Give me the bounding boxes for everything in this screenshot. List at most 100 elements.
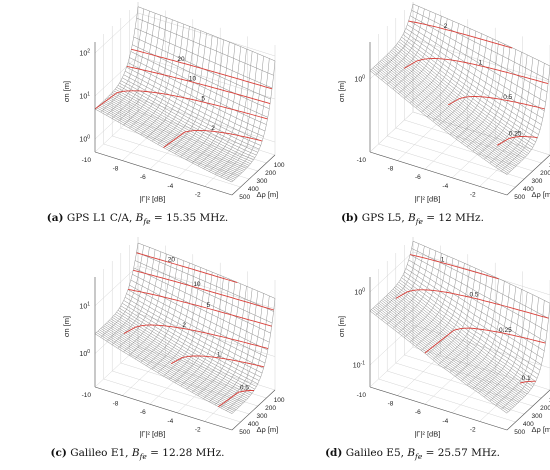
contour-line bbox=[218, 390, 254, 408]
mesh-line bbox=[129, 256, 173, 356]
caption-label: (a) bbox=[46, 212, 64, 224]
z-tick-label: 101 bbox=[79, 301, 90, 310]
caption-subscript: fe bbox=[143, 217, 151, 227]
y-tick-label: 500 bbox=[239, 194, 250, 201]
floor-gridline bbox=[94, 111, 139, 153]
contour-label: 5 bbox=[207, 302, 211, 309]
contour-line bbox=[410, 254, 499, 280]
contour-label: 5 bbox=[201, 96, 205, 103]
mesh-line bbox=[99, 329, 237, 410]
floor-gridline bbox=[137, 111, 276, 156]
mesh-line bbox=[501, 63, 545, 172]
surface-plot-b: 210.50.25-10-8-6-4-2500400300200100100|Γ… bbox=[337, 2, 550, 204]
z-axis-label: σn [m] bbox=[62, 316, 71, 337]
mesh-line bbox=[444, 36, 488, 131]
floor-gridline bbox=[395, 362, 533, 407]
y-tick-label: 100 bbox=[274, 397, 285, 404]
z-tick-base: 10 bbox=[79, 94, 87, 101]
mesh-line bbox=[100, 245, 144, 338]
mesh-line bbox=[421, 25, 465, 113]
mesh-line bbox=[214, 290, 259, 405]
contour-lines: 20 10 5 2 1 0.5 bbox=[123, 252, 274, 408]
mesh-line bbox=[409, 21, 454, 104]
floor-gridline bbox=[452, 372, 496, 413]
caption-subscript: fe bbox=[139, 452, 147, 462]
floor-gridline bbox=[387, 135, 525, 180]
mesh-line bbox=[163, 32, 207, 148]
caption-value: = 25.57 MHz. bbox=[422, 447, 500, 459]
mesh-line bbox=[163, 269, 207, 377]
caption-symbol: B bbox=[407, 447, 416, 459]
mesh-line bbox=[191, 44, 236, 163]
mesh-line bbox=[375, 243, 419, 316]
mesh-line bbox=[392, 250, 437, 329]
z-tick-label: 10-1 bbox=[353, 361, 365, 370]
mesh-line bbox=[461, 281, 505, 382]
contour-label: 1 bbox=[217, 351, 221, 358]
mesh-line bbox=[381, 245, 425, 320]
z-tick-exponent: 0 bbox=[362, 74, 365, 80]
floor-gridline bbox=[129, 119, 267, 164]
caption-subscript: fe bbox=[415, 452, 423, 462]
mesh-line bbox=[484, 54, 528, 160]
y-tick-label: 100 bbox=[549, 397, 550, 404]
y-axis-line bbox=[506, 154, 550, 196]
mesh-line bbox=[197, 283, 242, 396]
contour-line bbox=[447, 96, 545, 110]
mesh-line bbox=[174, 37, 219, 154]
y-axis-label: Δρ [m] bbox=[531, 190, 550, 199]
z-tick-base: 10 bbox=[354, 76, 362, 83]
x-tick-label: -2 bbox=[470, 426, 476, 433]
x-axis-line bbox=[369, 151, 508, 196]
floor-gridline bbox=[397, 120, 441, 161]
mesh-line bbox=[117, 15, 162, 122]
mesh-line bbox=[111, 249, 156, 345]
y-tick-label: 400 bbox=[248, 186, 259, 193]
mesh-line bbox=[377, 63, 515, 169]
mesh-line bbox=[231, 60, 276, 183]
mesh-line bbox=[151, 28, 196, 142]
mesh-line bbox=[174, 274, 219, 383]
y-axis-label: Δρ [m] bbox=[256, 425, 278, 434]
mesh-line bbox=[220, 293, 264, 408]
z-tick-base: 10 bbox=[79, 50, 87, 57]
caption-text: Galileo E5, bbox=[345, 447, 408, 459]
y-axis-line bbox=[506, 389, 550, 431]
mesh-line bbox=[214, 53, 259, 175]
x-tick-label: -6 bbox=[140, 174, 146, 181]
contour-line bbox=[127, 288, 272, 327]
caption-a: (a) GPS L1 C/A, Bfe = 15.35 MHz. bbox=[0, 212, 275, 226]
caption-symbol: B bbox=[408, 212, 416, 224]
mesh-line bbox=[495, 60, 539, 168]
y-tick-label: 400 bbox=[248, 421, 259, 428]
contour-label: 0.5 bbox=[240, 384, 249, 391]
caption-subscript: fe bbox=[415, 217, 423, 227]
mesh-line bbox=[203, 48, 247, 169]
x-axis-label: |Γ|² [dB] bbox=[139, 195, 165, 204]
mesh-line bbox=[186, 41, 230, 160]
mesh-line bbox=[402, 34, 541, 131]
mesh-line bbox=[146, 26, 190, 139]
mesh-line bbox=[401, 36, 539, 135]
mesh-line bbox=[94, 242, 139, 334]
surface-mesh bbox=[369, 3, 550, 175]
y-tick-label: 100 bbox=[549, 162, 550, 169]
z-tick-exponent: -1 bbox=[361, 361, 366, 367]
x-tick-label: -6 bbox=[415, 174, 421, 181]
mesh-line bbox=[180, 276, 224, 387]
mesh-line bbox=[415, 260, 459, 347]
mesh-line bbox=[372, 67, 511, 173]
caption-c: (c) Galileo E1, Bfe = 12.28 MHz. bbox=[0, 447, 275, 461]
y-tick-label: 200 bbox=[540, 405, 550, 412]
mesh-line bbox=[134, 21, 179, 132]
mesh-line bbox=[220, 56, 264, 178]
x-tick-label: -2 bbox=[195, 426, 201, 433]
contour-line bbox=[163, 129, 263, 148]
contour-label: 2 bbox=[444, 23, 448, 30]
floor-gridline bbox=[395, 127, 533, 172]
mesh-line bbox=[426, 265, 471, 356]
caption-d: (d) Galileo E5, Bfe = 25.57 MHz. bbox=[275, 447, 550, 461]
mesh-line bbox=[381, 59, 519, 165]
